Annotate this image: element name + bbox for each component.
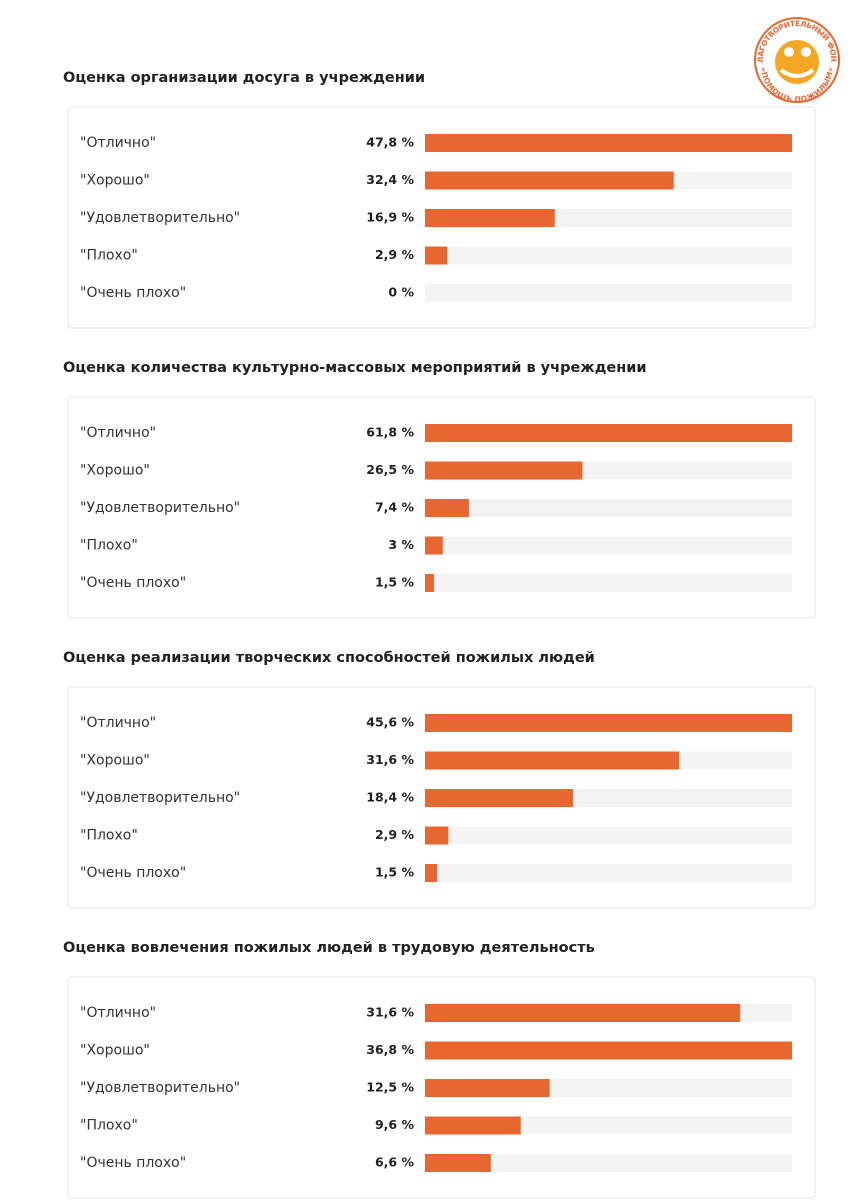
- bar: [425, 134, 792, 152]
- logo: БЛАГОТВОРИТЕЛЬНЫЙ ФОНД «ПОМОЩЬ ПОЖИЛЫМ»: [0, 0, 840, 104]
- bar: [425, 536, 443, 555]
- category-label: "Хорошо": [80, 753, 150, 769]
- logo-top-text: БЛАГОТВОРИТЕЛЬНЫЙ ФОНД: [0, 0, 838, 63]
- value-label: 2,9 %: [375, 247, 414, 262]
- bar: [425, 1041, 792, 1060]
- category-label: "Очень плохо": [80, 575, 186, 591]
- value-label: 7,4 %: [375, 500, 414, 515]
- category-label: "Хорошо": [80, 1043, 150, 1059]
- bar: [425, 789, 574, 807]
- category-label: "Плохо": [80, 248, 138, 264]
- category-label: "Очень плохо": [80, 1155, 186, 1171]
- chart-title: Оценка реализации творческих способносте…: [63, 650, 595, 666]
- value-label: 0 %: [388, 285, 414, 300]
- logo-head: [801, 47, 811, 57]
- category-label: "Удовлетворительно": [80, 210, 240, 226]
- value-label: 1,5 %: [375, 575, 414, 590]
- category-label: "Плохо": [80, 828, 138, 844]
- value-label: 12,5 %: [366, 1080, 414, 1095]
- bar: [425, 246, 448, 265]
- bar: [425, 499, 469, 517]
- bar: [425, 751, 680, 770]
- value-label: 16,9 %: [366, 210, 414, 225]
- category-label: "Отлично": [80, 425, 156, 441]
- bar-track: [425, 574, 792, 592]
- value-label: 36,8 %: [366, 1042, 414, 1057]
- value-label: 3 %: [388, 537, 414, 552]
- bar: [425, 1116, 521, 1135]
- value-label: 9,6 %: [375, 1117, 414, 1132]
- bar-track: [425, 826, 792, 845]
- bar: [425, 171, 674, 190]
- category-label: "Отлично": [80, 135, 156, 151]
- bar: [425, 1079, 550, 1097]
- bar: [425, 864, 438, 882]
- category-label: "Отлично": [80, 1005, 156, 1021]
- category-label: "Удовлетворительно": [80, 500, 240, 516]
- value-label: 31,6 %: [366, 1005, 414, 1020]
- bar: [425, 574, 434, 592]
- category-label: "Очень плохо": [80, 865, 186, 881]
- bar-track: [425, 536, 792, 555]
- value-label: 2,9 %: [375, 827, 414, 842]
- value-label: 45,6 %: [366, 715, 414, 730]
- category-label: "Плохо": [80, 1118, 138, 1134]
- bar-track: [425, 246, 792, 265]
- bar-track: [425, 864, 792, 882]
- bar: [425, 1154, 491, 1172]
- category-label: "Удовлетворительно": [80, 790, 240, 806]
- value-label: 61,8 %: [366, 425, 414, 440]
- value-label: 1,5 %: [375, 865, 414, 880]
- bar: [425, 461, 583, 480]
- bar: [425, 1004, 741, 1022]
- bar: [425, 714, 792, 732]
- category-label: "Очень плохо": [80, 285, 186, 301]
- category-label: "Удовлетворительно": [80, 1080, 240, 1096]
- category-label: "Плохо": [80, 538, 138, 554]
- bar: [425, 209, 555, 227]
- chart-title: Оценка вовлечения пожилых людей в трудов…: [63, 940, 595, 956]
- chart-title: Оценка количества культурно-массовых мер…: [63, 360, 647, 376]
- value-label: 47,8 %: [366, 135, 414, 150]
- category-label: "Хорошо": [80, 463, 150, 479]
- logo-arc: [779, 68, 815, 78]
- value-label: 31,6 %: [366, 752, 414, 767]
- bar: [425, 826, 449, 845]
- value-label: 6,6 %: [375, 1155, 414, 1170]
- bar-track: [425, 284, 792, 302]
- value-label: 18,4 %: [366, 790, 414, 805]
- category-label: "Хорошо": [80, 173, 150, 189]
- logo-head: [784, 47, 794, 57]
- value-label: 32,4 %: [366, 172, 414, 187]
- value-label: 26,5 %: [366, 462, 414, 477]
- logo-top: БЛАГОТВОРИТЕЛЬНЫЙ ФОНД: [0, 0, 838, 63]
- bar-track: [425, 499, 792, 517]
- category-label: "Отлично": [80, 715, 156, 731]
- bar: [425, 424, 792, 442]
- bar-track: [425, 1154, 792, 1172]
- chart-title: Оценка организации досуга в учреждении: [63, 70, 425, 86]
